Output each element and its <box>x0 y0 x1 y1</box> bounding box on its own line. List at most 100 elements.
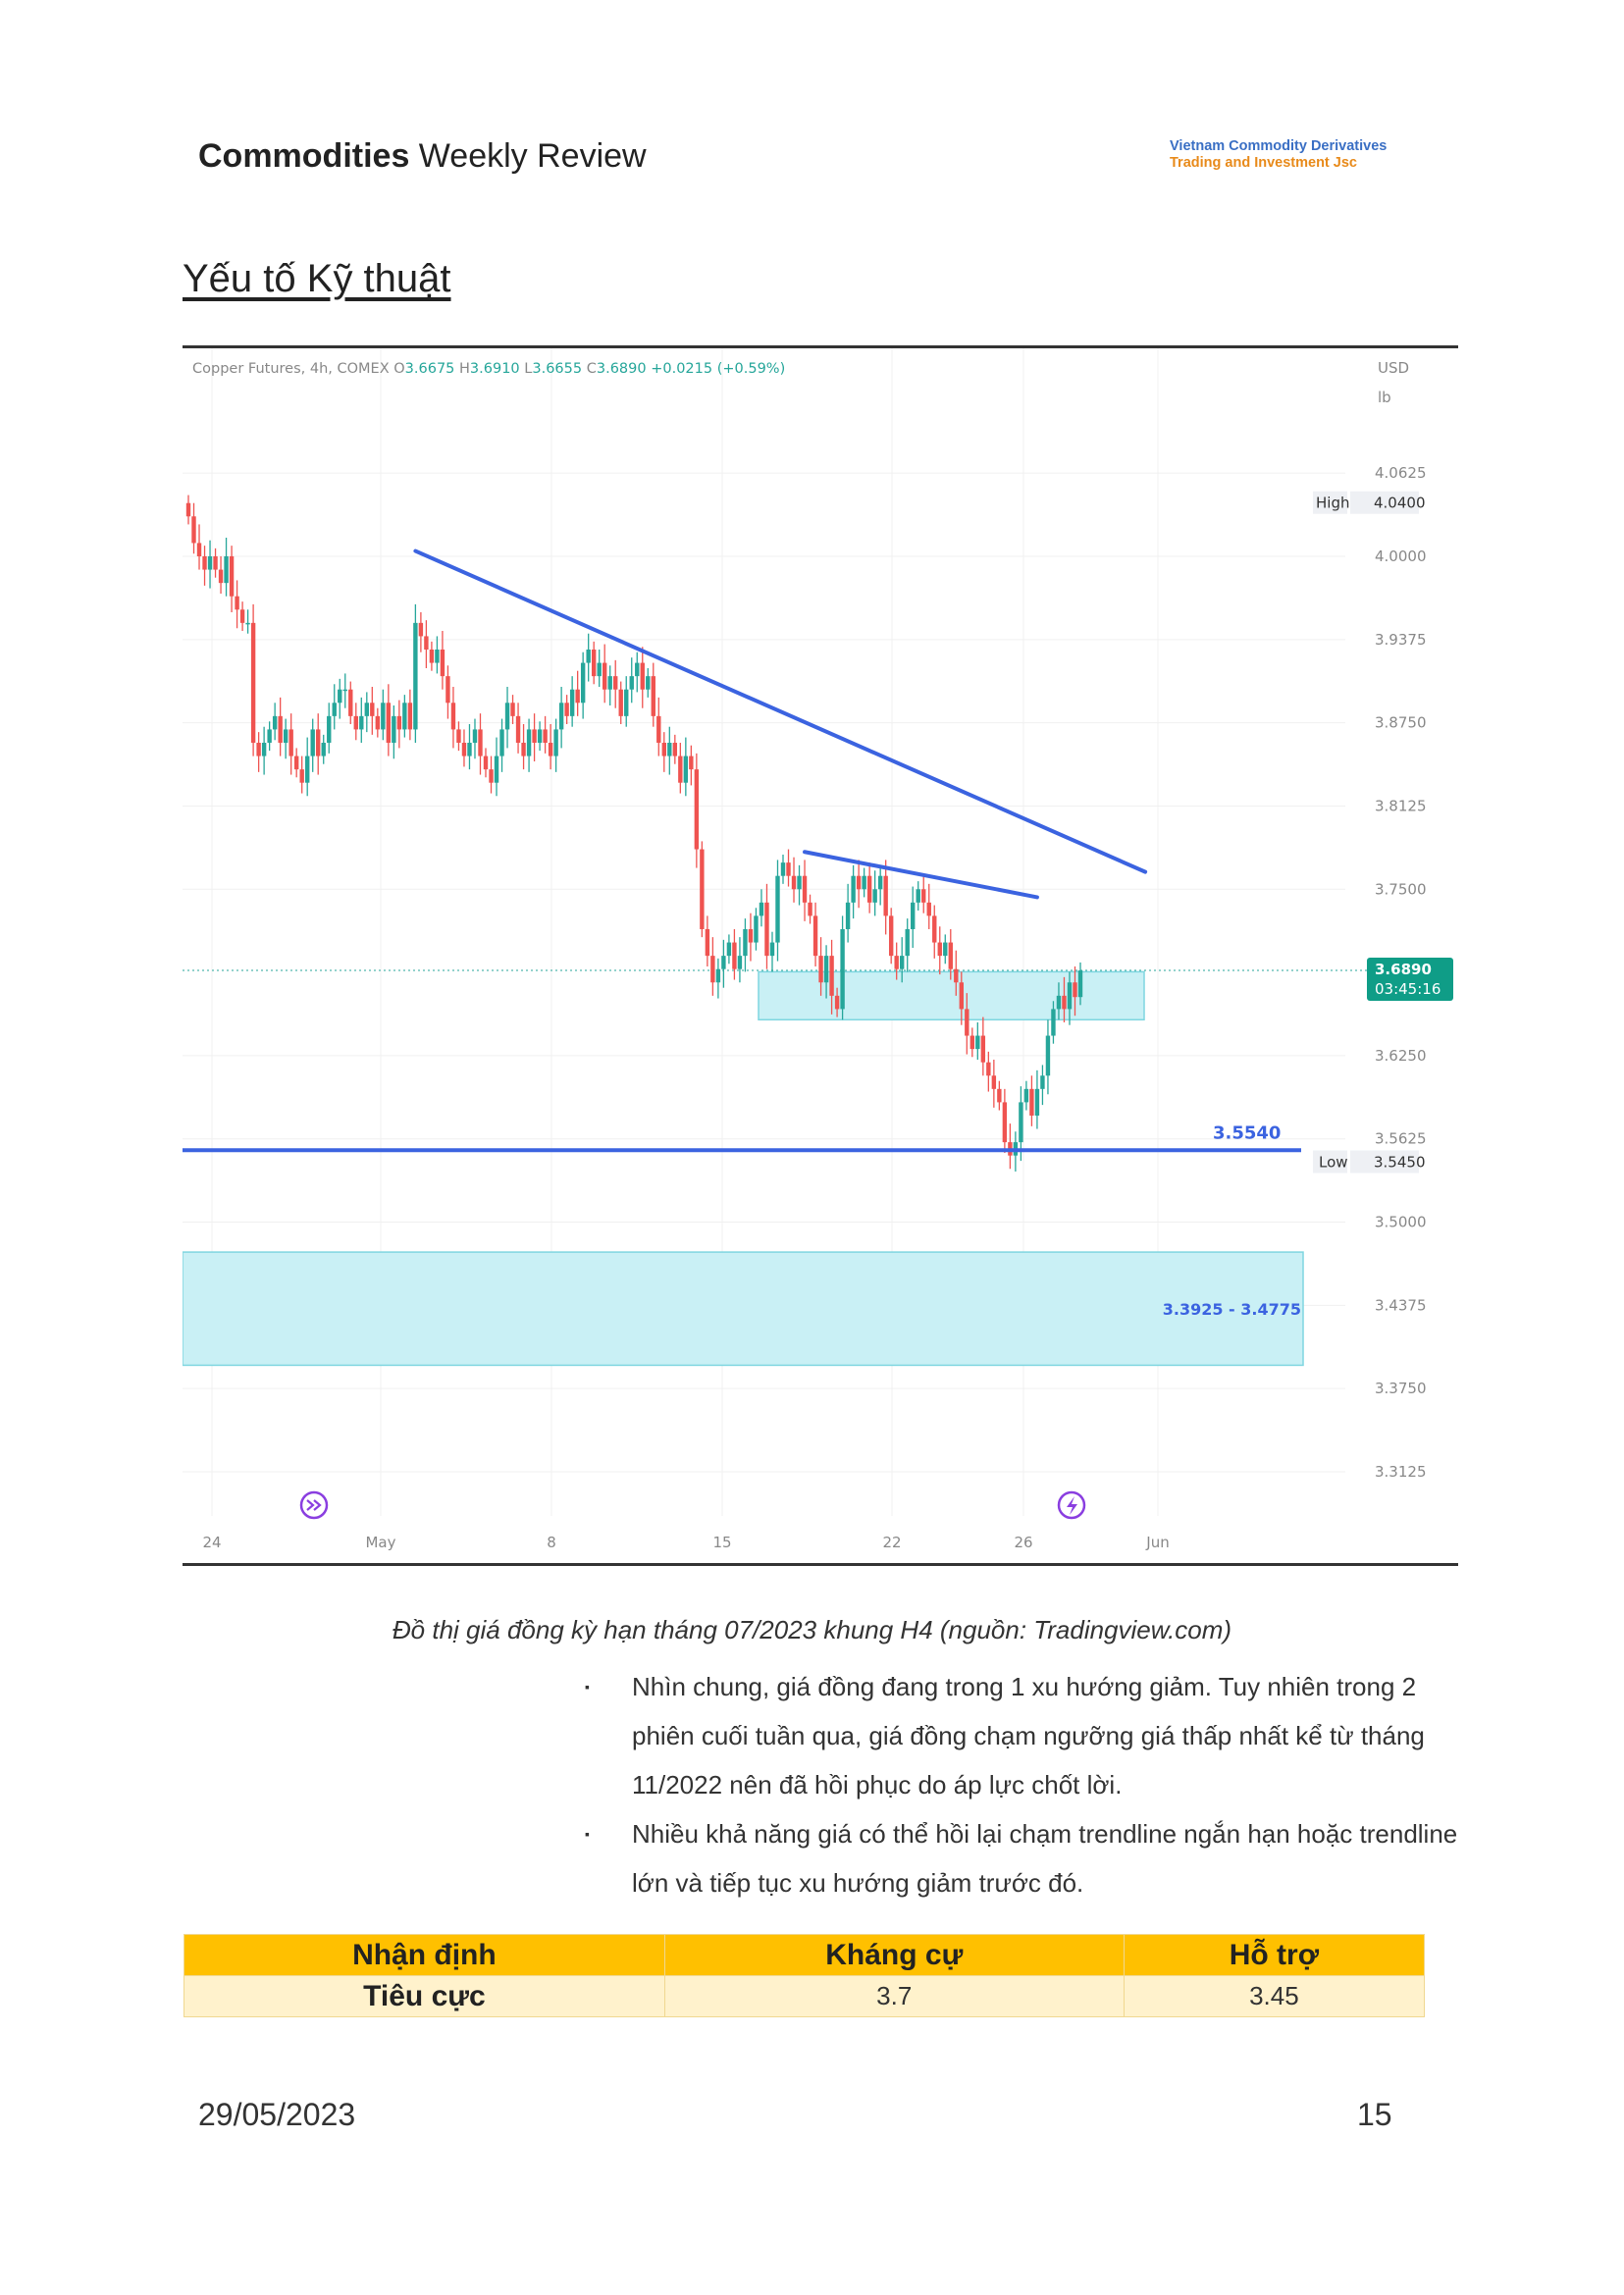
y-tick-label: 3.8750 <box>1375 714 1427 732</box>
x-tick-label: Jun <box>1145 1534 1169 1551</box>
candle-body <box>726 942 732 957</box>
candle-body <box>991 1075 997 1089</box>
candle-body <box>965 1009 969 1036</box>
candle-body <box>802 875 808 903</box>
candle-body <box>888 915 894 957</box>
candle-body <box>272 715 278 730</box>
legend-token: 3.6675 <box>405 361 459 377</box>
candle-body <box>759 902 764 916</box>
candle-body <box>407 703 413 730</box>
cell-resistance: 3.7 <box>663 1975 1125 2017</box>
candle-body <box>353 715 358 730</box>
candle-body <box>618 689 623 716</box>
candle-body <box>364 703 369 716</box>
candle-body <box>553 729 558 756</box>
candle-body <box>667 742 672 756</box>
report-title-bold: Commodities <box>198 137 410 175</box>
candle-body <box>445 676 450 704</box>
candle-body <box>575 689 580 704</box>
candle-body <box>866 875 872 903</box>
candle-body <box>321 742 326 756</box>
candle-body <box>1077 970 1083 998</box>
candle-body <box>764 902 769 957</box>
candle-body <box>413 622 418 730</box>
copper-price-chart: 3.5540 3.3925 - 3.4775 Copper Futures, 4h,… <box>183 345 1458 1566</box>
high-value-bg <box>1350 491 1419 514</box>
support-line-label: 3.5540 <box>1213 1122 1281 1143</box>
report-title: Commodities Weekly Review <box>198 137 647 176</box>
candle-body <box>229 556 235 597</box>
candle-body <box>911 902 916 929</box>
chart-caption: Đồ thị giá đồng kỳ hạn tháng 07/2023 khu… <box>392 1615 1232 1644</box>
last-price-value: 3.6890 <box>1375 961 1432 978</box>
news-event-icon <box>1057 1490 1086 1520</box>
candle-body <box>1051 1009 1056 1036</box>
company-name-line2: Trading and Investment Jsc <box>1170 155 1357 171</box>
x-tick-label: May <box>365 1534 395 1551</box>
header-support: Hỗ trợ <box>1123 1934 1426 1976</box>
candle-body <box>780 862 786 876</box>
support-zone <box>183 1251 1304 1367</box>
candle-body <box>310 729 315 756</box>
candle-body <box>429 649 435 663</box>
candle-body <box>651 676 655 716</box>
candle-body <box>564 703 569 716</box>
cell-support: 3.45 <box>1123 1975 1426 2017</box>
candle-body <box>1073 982 1077 998</box>
x-tick-label: 24 <box>202 1534 221 1551</box>
bullet-marker: ▪ <box>585 1679 590 1695</box>
candle-body <box>478 729 483 756</box>
candle-body <box>261 742 267 756</box>
y-tick-label: 3.8125 <box>1375 797 1427 814</box>
candle-body <box>980 1035 986 1063</box>
candle-body <box>450 703 456 730</box>
candle-body <box>894 956 899 969</box>
section-title: Yếu tố Kỹ thuật <box>183 257 451 300</box>
candle-body <box>916 889 920 903</box>
report-title-rest: Weekly Review <box>409 137 647 175</box>
candle-body <box>640 662 645 690</box>
candle-body <box>851 875 856 903</box>
candle-body <box>900 956 905 969</box>
candle-body <box>504 703 510 730</box>
candle-body <box>1040 1075 1045 1089</box>
candle-body <box>678 756 683 783</box>
candle-body <box>569 689 575 716</box>
last-price-tag <box>1367 958 1453 1002</box>
candle-body <box>969 1035 975 1050</box>
y-tick-label: 3.7500 <box>1375 880 1427 898</box>
table-header-row: Nhận định Kháng cự Hỗ trợ <box>183 1934 1426 1976</box>
candle-body <box>883 875 888 916</box>
candle-body <box>926 902 931 916</box>
legend-token: Copper Futures, 4h, COMEX <box>192 361 393 377</box>
candle-body <box>548 742 553 756</box>
candle-body <box>921 889 926 903</box>
candle-body <box>224 556 229 584</box>
candle-body <box>461 742 467 756</box>
y-tick-label: 3.5000 <box>1375 1214 1427 1231</box>
candle-body <box>1023 1088 1029 1103</box>
candle-body <box>743 928 748 957</box>
axis-currency: USD <box>1378 359 1409 377</box>
candle-body <box>218 569 224 584</box>
candle-body <box>396 715 402 730</box>
company-logo: Vietnam Commodity Derivatives Trading an… <box>1170 138 1387 172</box>
legend-token: 3.6890 <box>597 361 651 377</box>
candle-body <box>392 715 396 743</box>
candle-body <box>624 689 629 716</box>
low-label-bg <box>1313 1150 1347 1174</box>
analysis-bullets: ▪ Nhìn chung, giá đồng đang trong 1 xu hư… <box>581 1662 1464 1907</box>
candle-body <box>791 875 797 890</box>
candle-body <box>283 729 288 743</box>
candle-body <box>256 742 261 756</box>
legend-token: O <box>393 361 404 377</box>
candle-body <box>342 689 347 692</box>
candle-body <box>823 956 829 983</box>
candle-body <box>250 622 256 743</box>
company-name-line1: Vietnam Commodity Derivatives <box>1170 138 1388 154</box>
candle-body <box>526 729 532 756</box>
candle-body <box>418 622 424 637</box>
candle-body <box>808 902 812 916</box>
legend-token: L <box>524 361 532 377</box>
legend-token: H <box>459 361 470 377</box>
